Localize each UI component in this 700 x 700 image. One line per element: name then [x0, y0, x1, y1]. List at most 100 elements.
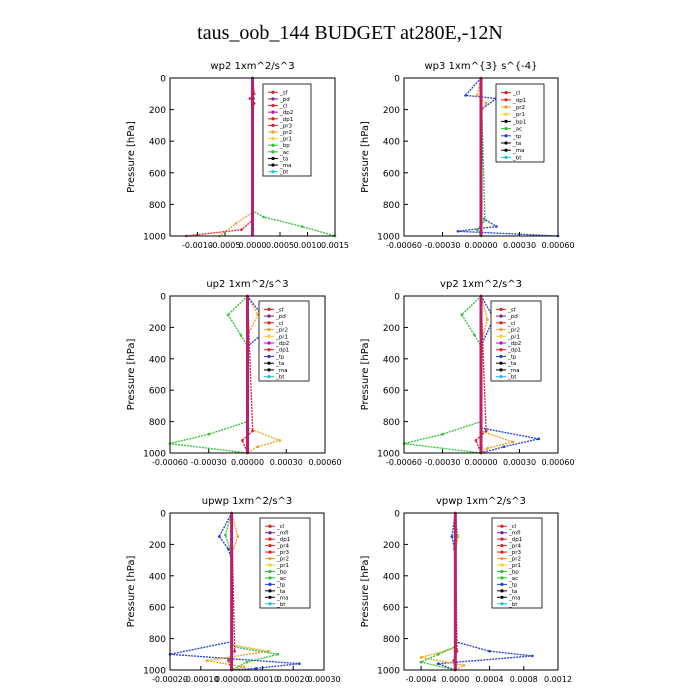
- legend-label: _mfl: [508, 531, 521, 537]
- legend-label: _ma: [279, 163, 291, 169]
- legend-label: _cl: [508, 524, 517, 530]
- data-point: [218, 535, 221, 538]
- legend-label: _pr1: [279, 137, 292, 143]
- x-tick-label: -0.00060: [152, 458, 188, 467]
- legend-marker: [499, 354, 503, 359]
- legend-label: _bp: [279, 143, 290, 149]
- legend-marker: [271, 123, 275, 127]
- data-point: [227, 547, 230, 551]
- legend-label: _sf: [507, 307, 517, 313]
- y-tick-label: 600: [383, 604, 400, 614]
- legend-marker: [500, 602, 504, 606]
- legend-label: _bt: [276, 602, 286, 608]
- x-tick-label: 0.00060: [541, 458, 574, 467]
- y-axis-label: Pressure [hPa]: [126, 556, 137, 628]
- y-tick-label: 1000: [377, 667, 400, 677]
- data-point: [245, 660, 249, 664]
- legend-marker: [499, 361, 503, 365]
- legend-label: _pr3: [508, 550, 522, 556]
- legend-label: _dp1: [276, 537, 290, 543]
- legend-marker: [271, 170, 275, 174]
- chart-title: wp3 1xm^{3} s^{-4}: [424, 61, 537, 72]
- legend-label: _bp: [508, 569, 519, 575]
- legend-marker: [500, 524, 504, 528]
- x-tick-label: 0.00000: [215, 675, 248, 684]
- legend-label: _cl: [276, 524, 285, 530]
- y-tick-label: 200: [383, 541, 400, 551]
- data-point: [419, 660, 423, 664]
- data-point: [475, 228, 479, 231]
- legend-label: _ac: [279, 150, 289, 156]
- legend-label: _pr4: [276, 544, 290, 550]
- legend-marker: [268, 595, 272, 599]
- data-point: [473, 334, 476, 337]
- y-tick-label: 1000: [143, 667, 166, 677]
- legend-marker: [268, 544, 272, 548]
- data-point: [241, 439, 244, 442]
- series-line-ac: [403, 295, 482, 454]
- legend-label: _ac: [508, 576, 518, 582]
- legend-marker: [499, 307, 503, 311]
- data-point: [502, 445, 506, 449]
- legend-marker: [271, 117, 275, 121]
- chart-panel-5: upwp 1xm^2/s^3 Pressure [hPa] 0 200 400 600 80…: [126, 496, 341, 684]
- series-line-pr2: [219, 78, 254, 237]
- legend-label: _dp2: [507, 341, 521, 347]
- data-point: [278, 439, 282, 442]
- series-line-pr2: [206, 512, 269, 671]
- y-tick-label: 1000: [143, 450, 166, 460]
- x-tick-label: 0.00000: [231, 458, 264, 467]
- legend-marker: [267, 314, 271, 318]
- x-tick-label: -0.00060: [386, 458, 422, 467]
- chart-title: upwp 1xm^2/s^3: [202, 496, 292, 507]
- legend-label: _cl: [275, 321, 284, 327]
- data-point: [419, 656, 423, 659]
- x-tick-label: -0.00030: [425, 458, 461, 467]
- y-tick-label: 0: [394, 293, 400, 303]
- x-tick-label: -0.0004: [406, 675, 437, 684]
- legend-marker: [267, 327, 271, 332]
- data-point: [205, 659, 209, 662]
- x-tick-label: -0.0010: [182, 241, 213, 250]
- legend: _sf_pd_cl_dp2_dp1_pr3_pr2_pr1_bp_ac_ta_m…: [262, 83, 312, 177]
- chart-title: vpwp 1xm^2/s^3: [436, 496, 526, 507]
- legend-label: _ma: [276, 595, 288, 601]
- data-point: [240, 228, 243, 231]
- chart-title: vp2 1xm^2/s^3: [440, 279, 522, 290]
- x-tick-label: 0.00030: [503, 241, 536, 250]
- legend-label: _dp1: [507, 348, 521, 354]
- data-point: [495, 225, 498, 228]
- chart-panel-1: wp2 1xm^2/s^3 Pressure [hPa] 0 200 400 600 800…: [126, 61, 349, 250]
- legend-marker: [271, 97, 275, 101]
- data-point: [256, 445, 260, 449]
- legend-marker: [504, 148, 508, 152]
- y-tick-label: 800: [149, 418, 166, 428]
- y-tick-label: 1000: [143, 233, 166, 243]
- x-tick-label: -0.00030: [425, 241, 461, 250]
- chart-title: up2 1xm^2/s^3: [206, 279, 288, 290]
- data-point: [486, 447, 489, 450]
- legend-label: _pd: [507, 314, 518, 320]
- y-tick-label: 1000: [377, 233, 400, 243]
- y-tick-label: 0: [160, 293, 166, 303]
- legend-marker: [267, 321, 271, 325]
- legend-label: _tp: [512, 134, 522, 140]
- legend-label: _bt: [275, 375, 285, 381]
- y-tick-label: 800: [383, 418, 400, 428]
- legend-label: _tp: [507, 354, 517, 360]
- legend-label: _tp: [508, 582, 518, 588]
- legend-label: _pr2: [507, 328, 520, 334]
- data-point: [531, 654, 534, 658]
- data-point: [450, 535, 454, 538]
- legend-marker: [268, 537, 272, 541]
- legend-label: _pr3: [279, 123, 293, 129]
- legend-label: _pr4: [508, 544, 522, 550]
- legend-marker: [267, 307, 271, 311]
- plot-frame: [403, 77, 559, 237]
- y-axis-label: Pressure [hPa]: [360, 339, 371, 411]
- legend-label: _dp1: [275, 348, 289, 354]
- x-tick-label: 0.00010: [246, 675, 279, 684]
- legend-marker: [271, 156, 275, 161]
- data-point: [298, 662, 301, 665]
